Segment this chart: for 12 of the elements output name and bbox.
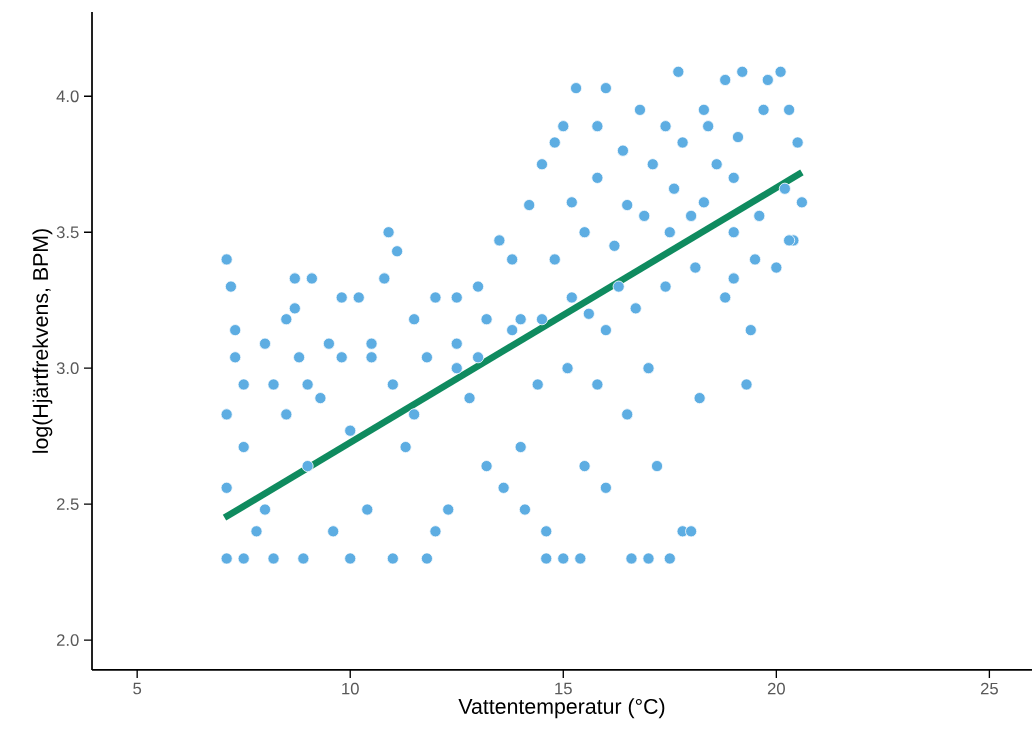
x-tick-label: 15 — [555, 682, 572, 695]
y-tick-label: 3.0 — [56, 362, 79, 375]
y-tick-label: 2.5 — [56, 498, 79, 511]
y-tick-label: 4.0 — [56, 90, 79, 103]
y-tick-label: 2.0 — [56, 634, 79, 646]
y-axis-title: log(Hjärtfrekvens, BPM) — [32, 229, 53, 453]
x-tick-label: 5 — [133, 682, 142, 695]
y-tick-label: 3.5 — [56, 226, 79, 239]
x-axis-title: Vattentemperatur (°C) — [458, 698, 665, 719]
x-tick-label: 20 — [767, 682, 785, 695]
x-tick-label: 25 — [980, 682, 998, 695]
x-tick-label: 10 — [342, 682, 359, 695]
